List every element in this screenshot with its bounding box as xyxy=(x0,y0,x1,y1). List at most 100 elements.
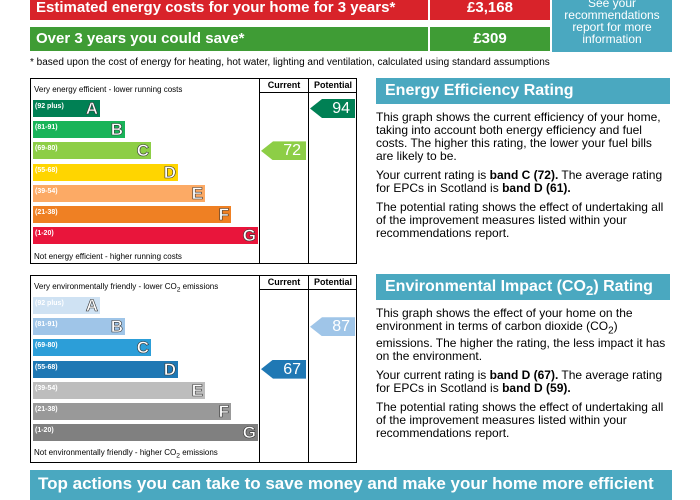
band-range: (81-91) xyxy=(35,124,58,132)
band-range: (21-38) xyxy=(35,209,58,216)
band-letter: C xyxy=(136,338,149,358)
cost-footnote: * based upon the cost of energy for heat… xyxy=(30,57,550,68)
energy-rating-para3: The potential rating shows the effect of… xyxy=(376,200,664,240)
recommendations-link-line: information xyxy=(582,32,642,46)
band-letter: F xyxy=(218,402,229,422)
energy-cost-value: £3,168 xyxy=(430,0,550,20)
band-letter: A xyxy=(85,296,98,316)
energy-band-e: (39-54) E xyxy=(33,183,205,203)
recommendations-link-line: report for more xyxy=(572,20,652,34)
energy-efficiency-chart: Current Potential Very energy efficient … xyxy=(30,78,357,264)
band-range: (39-54) xyxy=(35,384,58,392)
band-letter: G xyxy=(242,423,256,443)
energy-band-a: (92 plus) A xyxy=(33,99,100,119)
title-subscript: 2 xyxy=(585,283,594,299)
title-suffix: ) Rating xyxy=(593,278,653,295)
title-text: Environmental Impact (CO xyxy=(385,278,586,295)
column-divider xyxy=(308,79,309,263)
band-range: (1-20) xyxy=(35,427,54,435)
para-text: The average rating for EPCs in Scotland … xyxy=(376,368,663,396)
band-letter: B xyxy=(110,317,123,337)
recommendations-link-line: See your xyxy=(587,0,637,10)
env-band-b: (81-91) B xyxy=(33,317,125,337)
band-range: (69-80) xyxy=(35,145,58,153)
band-range: (69-80) xyxy=(35,342,58,350)
band-letter: D xyxy=(163,359,176,379)
band-letter: A xyxy=(85,99,98,119)
env-band-f: (21-38) F xyxy=(33,402,231,422)
env-band-e: (39-54) E xyxy=(33,380,205,400)
energy-band-g: (1-20) G xyxy=(33,226,258,246)
energy-band-f: (21-38) F xyxy=(33,205,231,225)
average-band-text: band D (59). xyxy=(502,381,571,396)
band-range: (92 plus) xyxy=(35,300,64,307)
band-range: (21-38) xyxy=(35,406,58,413)
energy-band-b: (81-91) B xyxy=(33,120,125,140)
savings-row: Over 3 years you could save* £309 xyxy=(30,27,550,51)
environmental-rating-title: Environmental Impact (CO2) Rating xyxy=(376,274,670,300)
column-divider xyxy=(259,79,260,263)
potential-rating-arrow: 94 xyxy=(310,99,355,118)
environmental-rating-para2: Your current rating is band D (67). The … xyxy=(376,369,672,395)
chart-bottom-label: Not environmentally friendly - higher CO… xyxy=(34,448,218,460)
para-text: Your current rating is xyxy=(376,168,490,182)
average-band-text: band D (61). xyxy=(502,181,571,195)
env-band-c: (69-80) C xyxy=(33,338,151,358)
potential-rating-arrow: 87 xyxy=(310,317,355,337)
column-divider xyxy=(259,276,260,462)
band-range: (55-68) xyxy=(35,166,58,174)
current-rating-arrow: 72 xyxy=(261,141,306,161)
environmental-rating-para3: The potential rating shows the effect of… xyxy=(376,400,664,441)
band-range: (92 plus) xyxy=(35,103,64,110)
energy-rating-title: Energy Efficiency Rating xyxy=(376,78,670,104)
band-letter: B xyxy=(110,120,123,140)
energy-rating-para2: Your current rating is band C (72). The … xyxy=(376,169,672,195)
band-range: (39-54) xyxy=(35,187,58,195)
current-column-header: Current xyxy=(267,80,301,90)
chart-bottom-label-suffix: emissions xyxy=(179,448,218,458)
savings-label: Over 3 years you could save* xyxy=(30,27,428,51)
current-column-header: Current xyxy=(267,277,301,287)
environmental-impact-chart: Current Potential Very environmentally f… xyxy=(30,275,357,463)
environmental-rating-description: This graph shows the effect of your home… xyxy=(376,307,672,446)
current-band-text: band C (72). xyxy=(489,168,559,182)
para-text: This graph shows the effect of your home… xyxy=(376,306,633,333)
current-band-text: band D (67). xyxy=(489,368,559,383)
header-divider xyxy=(259,92,356,93)
chart-top-label: Very environmentally friendly - lower CO… xyxy=(34,282,218,294)
band-letter: G xyxy=(242,226,256,246)
environmental-rating-para1: This graph shows the effect of your home… xyxy=(376,307,672,363)
potential-column-header: Potential xyxy=(313,80,352,90)
chart-bottom-label: Not energy efficient - higher running co… xyxy=(34,252,182,261)
env-band-g: (1-20) G xyxy=(33,423,258,443)
chart-bottom-label-subscript: 2 xyxy=(176,453,180,460)
para-text: Your current rating is xyxy=(376,368,490,383)
savings-value: £309 xyxy=(430,27,550,51)
chart-bottom-label-text: Not environmentally friendly - higher CO xyxy=(34,448,177,458)
env-band-d: (55-68) D xyxy=(33,359,178,379)
band-letter: C xyxy=(136,141,149,161)
band-range: (55-68) xyxy=(35,363,58,371)
chart-top-label-suffix: emissions xyxy=(180,282,219,291)
recommendations-link[interactable]: See your recommendations report for more… xyxy=(552,0,672,52)
band-range: (81-91) xyxy=(35,321,58,329)
recommendations-link-line: recommendations xyxy=(564,8,660,22)
env-band-a: (92 plus) A xyxy=(33,296,100,316)
potential-column-header: Potential xyxy=(313,277,352,287)
chart-top-label: Very energy efficient - lower running co… xyxy=(34,85,183,94)
band-letter: D xyxy=(163,162,176,182)
para-subscript: 2 xyxy=(608,325,614,337)
energy-rating-para1: This graph shows the current efficiency … xyxy=(376,110,661,163)
chart-top-label-subscript: 2 xyxy=(176,286,181,294)
energy-band-d: (55-68) D xyxy=(33,162,178,182)
energy-cost-row: Estimated energy costs for your home for… xyxy=(30,0,550,20)
band-letter: F xyxy=(218,205,229,225)
energy-cost-label: Estimated energy costs for your home for… xyxy=(30,0,428,20)
top-actions-banner: Top actions you can take to save money a… xyxy=(30,470,672,500)
energy-band-c: (69-80) C xyxy=(33,141,151,161)
header-divider xyxy=(259,289,356,290)
column-divider xyxy=(308,276,309,462)
band-letter: E xyxy=(191,183,203,203)
para-text: The average rating for EPCs in Scotland … xyxy=(376,168,663,195)
band-range: (1-20) xyxy=(35,230,54,238)
